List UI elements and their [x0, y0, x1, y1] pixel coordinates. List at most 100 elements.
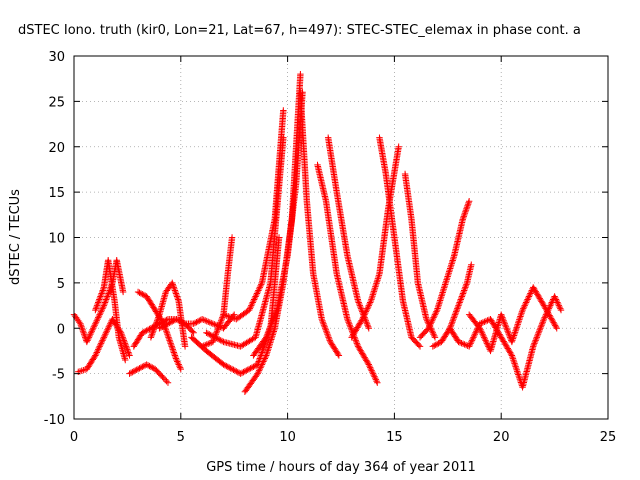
data-point: [511, 329, 519, 336]
data-point: [345, 319, 352, 326]
data-point: [369, 368, 376, 376]
data-point: [221, 312, 229, 319]
data-point: [255, 285, 263, 293]
data-point: [353, 340, 361, 347]
data-point: [97, 309, 104, 317]
data-point: [479, 319, 487, 326]
data-point: [150, 326, 157, 333]
series-track: [314, 161, 381, 386]
data-point: [163, 377, 170, 385]
data-point: [450, 254, 457, 261]
data-point: [126, 370, 133, 377]
data-point: [426, 322, 434, 329]
data-point: [170, 347, 177, 355]
data-point: [260, 358, 267, 365]
data-point: [226, 313, 234, 321]
data-point: [256, 365, 264, 373]
data-point: [137, 290, 145, 297]
data-point: [372, 283, 379, 290]
data-point: [263, 332, 271, 340]
data-point: [458, 294, 465, 302]
data-point: [478, 328, 485, 335]
data-point: [218, 315, 225, 323]
data-point: [353, 338, 360, 346]
data-point: [367, 297, 375, 305]
data-point: [181, 343, 189, 350]
data-point: [452, 309, 459, 317]
data-point: [79, 326, 86, 333]
data-point: [95, 346, 102, 353]
data-point: [324, 331, 331, 338]
data-point: [125, 350, 133, 358]
data-point: [319, 319, 327, 326]
data-point: [540, 315, 548, 323]
data-point: [154, 315, 161, 323]
data-point: [499, 314, 506, 321]
data-point: [94, 315, 101, 323]
data-point: [190, 320, 197, 327]
data-point: [104, 293, 111, 300]
data-point: [510, 333, 517, 341]
data-point: [359, 314, 367, 321]
data-point: [172, 290, 180, 297]
data-point: [139, 363, 146, 371]
data-point: [545, 310, 552, 318]
data-point: [268, 320, 275, 327]
data-point: [95, 314, 102, 321]
data-point: [439, 287, 447, 295]
data-point: [97, 341, 104, 349]
data-point: [98, 306, 105, 314]
data-point: [503, 325, 510, 332]
data-point: [443, 276, 450, 283]
data-point: [174, 294, 181, 302]
data-point: [91, 322, 98, 329]
data-point: [371, 373, 378, 380]
data-point: [522, 300, 529, 308]
data-point: [468, 261, 475, 268]
series-track: [126, 361, 172, 386]
data-point: [90, 323, 98, 330]
data-point: [430, 331, 437, 338]
data-point: [548, 316, 556, 323]
data-point: [543, 306, 550, 314]
data-point: [541, 303, 548, 311]
data-point: [523, 297, 531, 305]
data-point: [522, 299, 530, 306]
data-point: [173, 315, 180, 323]
data-point: [525, 294, 532, 302]
data-point: [275, 234, 283, 241]
data-point: [373, 280, 380, 287]
data-point: [83, 338, 91, 346]
data-point: [270, 315, 277, 323]
data-point: [508, 352, 516, 359]
data-point: [499, 315, 507, 323]
series-track: [401, 170, 439, 341]
data-point: [105, 323, 113, 330]
data-point: [530, 341, 538, 349]
data-point: [541, 314, 548, 321]
data-point: [534, 331, 542, 338]
data-point: [450, 255, 457, 263]
data-point: [297, 70, 304, 78]
data-point: [507, 350, 515, 358]
data-point: [526, 291, 533, 299]
data-point: [501, 320, 508, 327]
data-point: [250, 297, 257, 305]
data-point: [143, 361, 150, 368]
data-point: [267, 323, 274, 330]
data-point: [189, 328, 196, 335]
data-point: [346, 322, 353, 329]
data-point: [175, 361, 182, 368]
data-point: [431, 342, 438, 349]
data-point: [374, 275, 382, 282]
data-point: [266, 325, 273, 332]
data-point: [256, 284, 264, 291]
data-point: [460, 288, 467, 296]
data-point: [553, 325, 560, 332]
data-point: [324, 332, 332, 340]
data-point: [92, 320, 99, 327]
data-point: [133, 366, 140, 374]
data-point: [203, 329, 210, 336]
data-point: [453, 308, 460, 315]
data-point: [80, 329, 87, 336]
